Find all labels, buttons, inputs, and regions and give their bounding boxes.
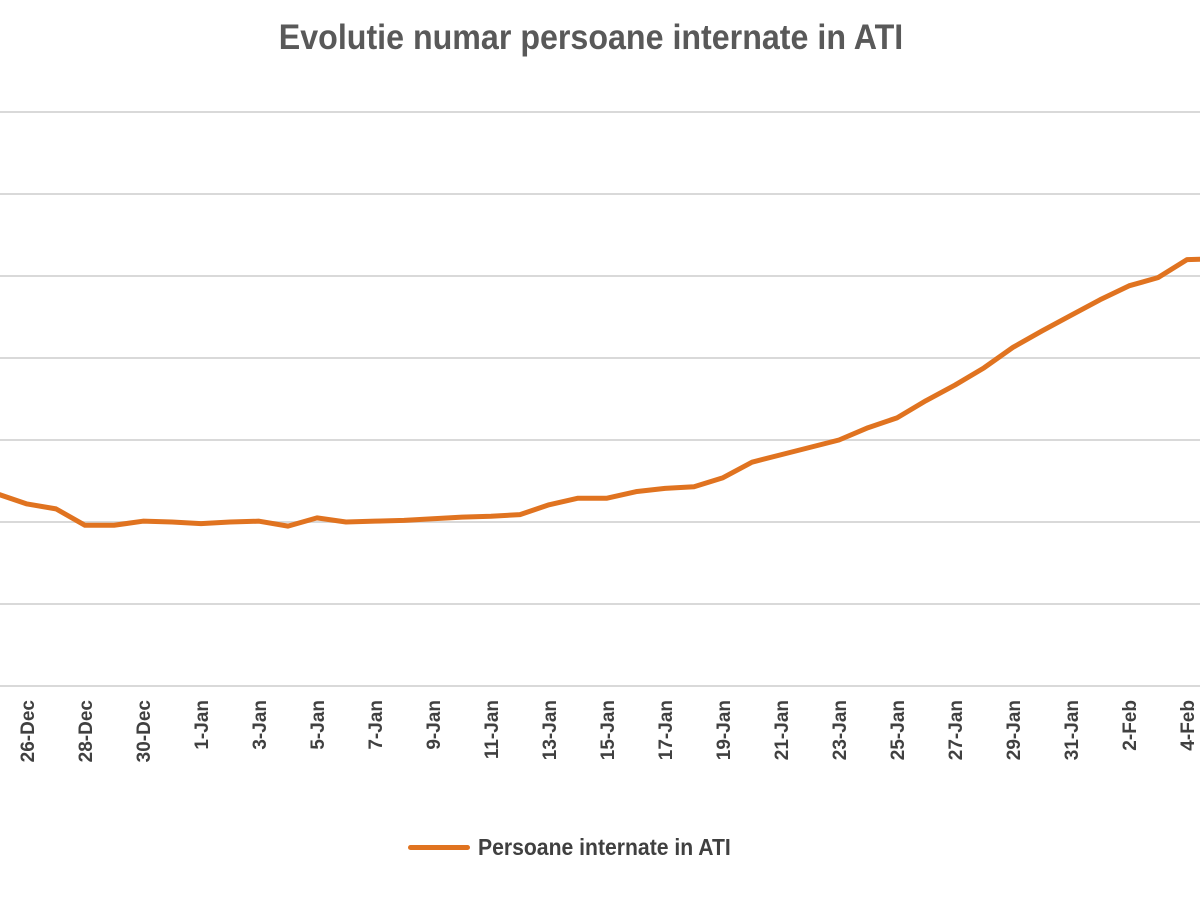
legend-label: Persoane internate in ATI xyxy=(478,834,731,860)
series-line xyxy=(0,256,1200,529)
x-tick-label: 28-Dec xyxy=(76,700,97,763)
x-tick-label: 13-Jan xyxy=(540,700,561,760)
x-tick-label: 31-Jan xyxy=(1062,700,1083,760)
x-tick-label: 26-Dec xyxy=(18,700,39,763)
x-tick-label: 2-Feb xyxy=(1120,700,1141,751)
x-tick-label: 4-Feb xyxy=(1178,700,1199,751)
x-tick-label: 11-Jan xyxy=(482,700,503,759)
x-tick-label: 3-Jan xyxy=(250,700,271,750)
x-tick-label: 1-Jan xyxy=(192,700,213,750)
x-tick-label: 19-Jan xyxy=(714,700,735,760)
x-tick-label: 5-Jan xyxy=(308,700,329,750)
x-tick-label: 7-Jan xyxy=(366,700,387,750)
x-tick-label: 17-Jan xyxy=(656,700,677,760)
legend: Persoane internate in ATI xyxy=(408,834,753,861)
chart-title: Evolutie numar persoane internate in ATI xyxy=(278,18,904,57)
x-tick-label: 30-Dec xyxy=(134,700,155,763)
x-tick-label: 9-Jan xyxy=(424,700,445,750)
legend-swatch xyxy=(408,845,470,850)
x-tick-label: 23-Jan xyxy=(830,700,851,760)
x-tick-label: 29-Jan xyxy=(1004,700,1025,760)
x-tick-label: 15-Jan xyxy=(598,700,619,760)
x-tick-label: 25-Jan xyxy=(888,700,909,760)
x-tick-label: 21-Jan xyxy=(772,700,793,760)
x-tick-label: 27-Jan xyxy=(946,700,967,760)
